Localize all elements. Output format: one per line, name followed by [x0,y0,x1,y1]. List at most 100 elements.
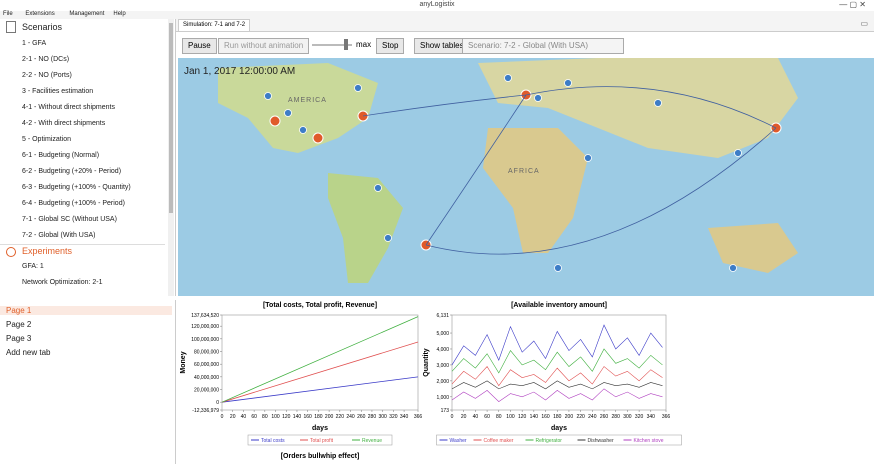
x-tick-label: 120 [282,414,291,420]
scenario-item[interactable]: 6-4 - Budgeting (+100% - Period) [22,200,125,207]
speed-label: max [356,40,372,49]
y-axis-label: Quantity [423,348,430,376]
x-tick-label: 120 [518,414,527,420]
simulation-tab[interactable]: Simulation: 7-1 and 7-2 [178,19,251,32]
scenario-item[interactable]: 6-3 - Budgeting (+100% - Quantity) [22,184,131,191]
y-tick-label: 4,000 [436,347,449,353]
scenario-item[interactable]: 6-1 - Budgeting (Normal) [22,152,100,159]
y-tick-label: 5,000 [436,331,449,337]
series-line [451,388,663,402]
section-title[interactable]: Scenarios [22,22,63,32]
pause-button[interactable]: Pause [182,38,217,54]
menu-item[interactable]: Management [69,11,105,17]
y-tick-label: 60,000,000 [194,362,219,368]
x-tick-label: 320 [635,414,644,420]
scenario-item[interactable]: 2-2 - NO (Ports) [22,72,72,79]
scenario-item[interactable]: 7-1 - Global SC (Without USA) [22,216,117,223]
x-tick-label: 340 [647,414,656,420]
x-tick-label: 60 [484,414,490,420]
run-without-animation-button[interactable]: Run without animation [218,38,310,54]
menu-item[interactable]: Extensions [25,11,55,17]
x-tick-label: 40 [473,414,479,420]
series-line [221,316,419,403]
x-tick-label: 0 [221,414,224,420]
legend-label: Revenue [362,438,382,444]
scenario-item[interactable]: 4-2 - With direct shipments [22,120,106,127]
chart-title: [Available inventory amount] [511,302,607,309]
show-tables-button[interactable]: Show tables [414,38,470,54]
y-tick-label: 173 [441,408,450,414]
y-tick-label: 1,000 [436,395,449,401]
y-tick-label: 137,634,520 [191,313,219,319]
scenario-item[interactable]: 6-2 - Budgeting (+20% - Period) [22,168,122,175]
page-item[interactable]: Page 1 [0,306,172,315]
legend-label: Washer [450,438,467,444]
speed-slider[interactable] [312,39,352,50]
window-controls[interactable]: — ▢ ✕ [839,0,866,9]
y-tick-label: 80,000,000 [194,350,219,356]
menu-item[interactable]: Help [113,11,126,17]
x-tick-label: 200 [325,414,334,420]
x-tick-label: 260 [600,414,609,420]
scenario-item[interactable]: 2-1 - NO (DCs) [22,56,70,63]
map[interactable]: Jan 1, 2017 12:00:00 AM AMERICA AFRICA [178,58,874,296]
x-tick-label: 80 [496,414,502,420]
menu-bar: File Extensions Management Help [0,11,874,19]
next-chart-title: [Orders bullwhip effect] [281,453,360,460]
stop-button[interactable]: Stop [376,38,405,54]
experiment-item[interactable]: Network Optimization: 2-1 [22,279,103,286]
y-tick-label: 40,000,000 [194,375,219,381]
x-tick-label: 40 [241,414,247,420]
x-tick-label: 20 [461,414,467,420]
x-tick-label: 240 [346,414,355,420]
x-tick-label: 180 [553,414,562,420]
section-icon [6,21,16,33]
x-tick-label: 80 [262,414,268,420]
scrollbar[interactable] [168,19,174,296]
x-tick-label: 366 [662,414,671,420]
page-item[interactable]: Page 2 [6,320,32,329]
y-tick-label: 0 [216,400,219,406]
charts-area: [Total costs, Total profit, Revenue] 137,… [180,302,682,460]
x-tick-label: 200 [565,414,574,420]
window-title: anyLogistix [419,1,455,8]
scenario-item[interactable]: 5 - Optimization [22,136,72,143]
x-tick-label: 220 [576,414,585,420]
legend-box [247,434,393,446]
map-timestamp: Jan 1, 2017 12:00:00 AM [184,66,295,77]
x-tick-label: 140 [293,414,302,420]
tab-max[interactable]: ▭ [860,19,868,28]
legend-label: Total profit [310,438,334,444]
map-label: AFRICA [508,168,540,175]
menu-item[interactable]: File [3,11,13,17]
x-tick-label: 100 [506,414,515,420]
x-tick-label: 160 [541,414,550,420]
x-tick-label: 140 [530,414,539,420]
scenario-item[interactable]: 7-2 - Global (With USA) [22,232,96,239]
scenario-item[interactable]: 4-1 - Without direct shipments [22,104,115,111]
legend-label: Refrigerator [536,438,563,444]
y-tick-label: 6,131 [436,313,449,319]
series-line [451,324,663,366]
section-title[interactable]: Experiments [22,246,73,256]
project-panel: Scenarios 1 - GFA 2-1 - NO (DCs) 2-2 - NO (… [0,19,176,296]
y-tick-label: 2,000 [436,379,449,385]
series-line [451,348,663,374]
y-tick-label: 100,000,000 [191,337,219,343]
legend-label: Total costs [261,438,285,444]
x-tick-label: 300 [623,414,632,420]
series-line [221,341,419,403]
x-tick-label: 0 [451,414,454,420]
pages-panel: Page 1 Page 2 Page 3 Add new tab [0,300,176,464]
x-tick-label: 320 [389,414,398,420]
legend-box [436,434,682,446]
page-item[interactable]: Page 3 [6,334,32,343]
legend-label: Dishwasher [588,438,614,444]
page-item[interactable]: Add new tab [6,348,51,357]
experiment-item[interactable]: GFA: 1 [22,263,44,270]
scenario-item[interactable]: 1 - GFA [22,40,47,47]
scenario-item[interactable]: 3 - Facilities estimation [22,88,94,95]
scenario-dropdown[interactable]: Scenario: 7-2 - Global (With USA) [462,38,624,54]
series-line [221,376,419,403]
